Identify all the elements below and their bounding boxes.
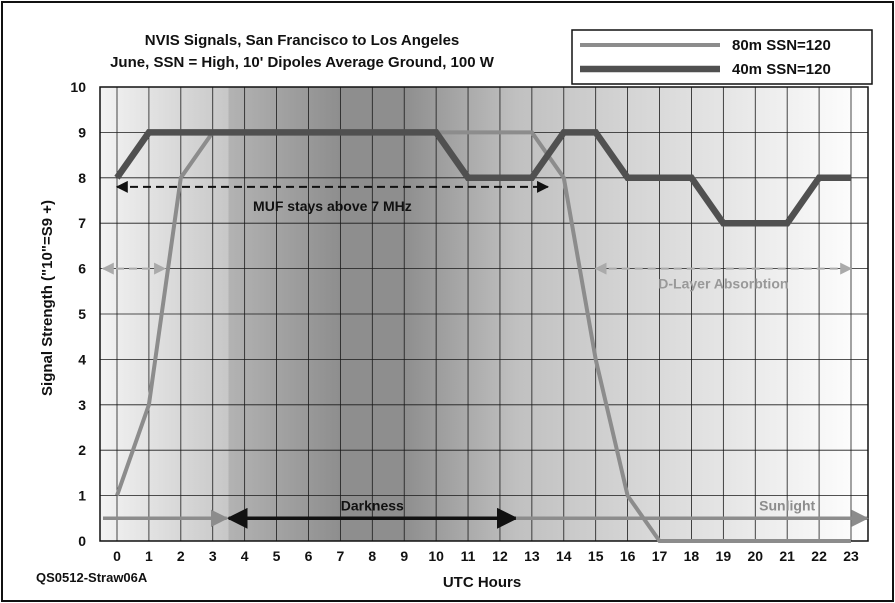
x-tick-label: 13 xyxy=(524,548,540,564)
y-tick-label: 0 xyxy=(78,533,86,549)
x-tick-label: 17 xyxy=(652,548,668,564)
y-tick-labels: 0 1 2 3 4 5 6 7 8 9 10 xyxy=(70,79,86,549)
x-axis-label: UTC Hours xyxy=(443,574,521,591)
x-tick-label: 12 xyxy=(492,548,508,564)
x-tick-label: 6 xyxy=(305,548,313,564)
x-tick-label: 4 xyxy=(241,548,249,564)
x-tick-label: 21 xyxy=(779,548,795,564)
annotation-label: MUF stays above 7 MHz xyxy=(253,198,412,214)
y-tick-label: 1 xyxy=(78,488,86,504)
y-tick-label: 7 xyxy=(78,215,86,231)
annotation-label: D-Layer Absorbtion xyxy=(658,276,788,292)
x-tick-label: 23 xyxy=(843,548,859,564)
x-tick-label: 18 xyxy=(684,548,700,564)
chart-title: NVIS Signals, San Francisco to Los Angel… xyxy=(145,32,460,49)
annotation-layer: MUF stays above 7 MHz D-Layer Absorbtion D… xyxy=(101,180,869,529)
x-tick-label: 22 xyxy=(811,548,827,564)
y-axis-label: Signal Strength ("10"=S9 +) xyxy=(39,200,56,396)
y-tick-label: 3 xyxy=(78,397,86,413)
x-tick-labels: 0 1 2 3 4 5 6 7 8 9 10 11 12 13 14 15 16 17 18 19 20 21 22 23 xyxy=(113,548,859,564)
x-tick-label: 7 xyxy=(336,548,344,564)
x-tick-label: 15 xyxy=(588,548,604,564)
y-tick-label: 6 xyxy=(78,261,86,277)
annotation-label: Darkness xyxy=(341,497,404,513)
legend-label: 40m SSN=120 xyxy=(732,61,831,78)
x-tick-label: 2 xyxy=(177,548,185,564)
y-tick-label: 5 xyxy=(78,306,86,322)
x-tick-label: 5 xyxy=(273,548,281,564)
y-tick-label: 2 xyxy=(78,442,86,458)
legend-box xyxy=(571,29,873,85)
plot-area: MUF stays above 7 MHz D-Layer Absorbtion D… xyxy=(99,86,869,543)
x-tick-label: 14 xyxy=(556,548,572,564)
x-tick-label: 1 xyxy=(145,548,153,564)
plot-border xyxy=(99,86,869,542)
chart-header: NVIS Signals, San Francisco to Los Angel… xyxy=(110,32,495,71)
y-tick-label: 4 xyxy=(78,351,86,367)
x-tick-label: 20 xyxy=(747,548,763,564)
legend: 80m SSN=120 40m SSN=120 xyxy=(571,29,873,85)
x-tick-label: 8 xyxy=(368,548,376,564)
annotation-label: Sunlight xyxy=(759,497,815,513)
y-tick-label: 8 xyxy=(78,170,86,186)
x-tick-label: 3 xyxy=(209,548,217,564)
x-tick-label: 16 xyxy=(620,548,636,564)
x-tick-label: 0 xyxy=(113,548,121,564)
x-tick-label: 9 xyxy=(400,548,408,564)
x-tick-label: 19 xyxy=(716,548,732,564)
series-line xyxy=(114,129,851,227)
x-tick-label: 11 xyxy=(461,548,476,564)
x-tick-label: 10 xyxy=(428,548,444,564)
y-tick-label: 10 xyxy=(70,79,86,95)
y-tick-label: 9 xyxy=(78,124,86,140)
chart-subtitle: June, SSN = High, 10' Dipoles Average Gr… xyxy=(110,54,495,71)
source-label: QS0512-Straw06A xyxy=(36,570,148,585)
legend-label: 80m SSN=120 xyxy=(732,37,831,54)
